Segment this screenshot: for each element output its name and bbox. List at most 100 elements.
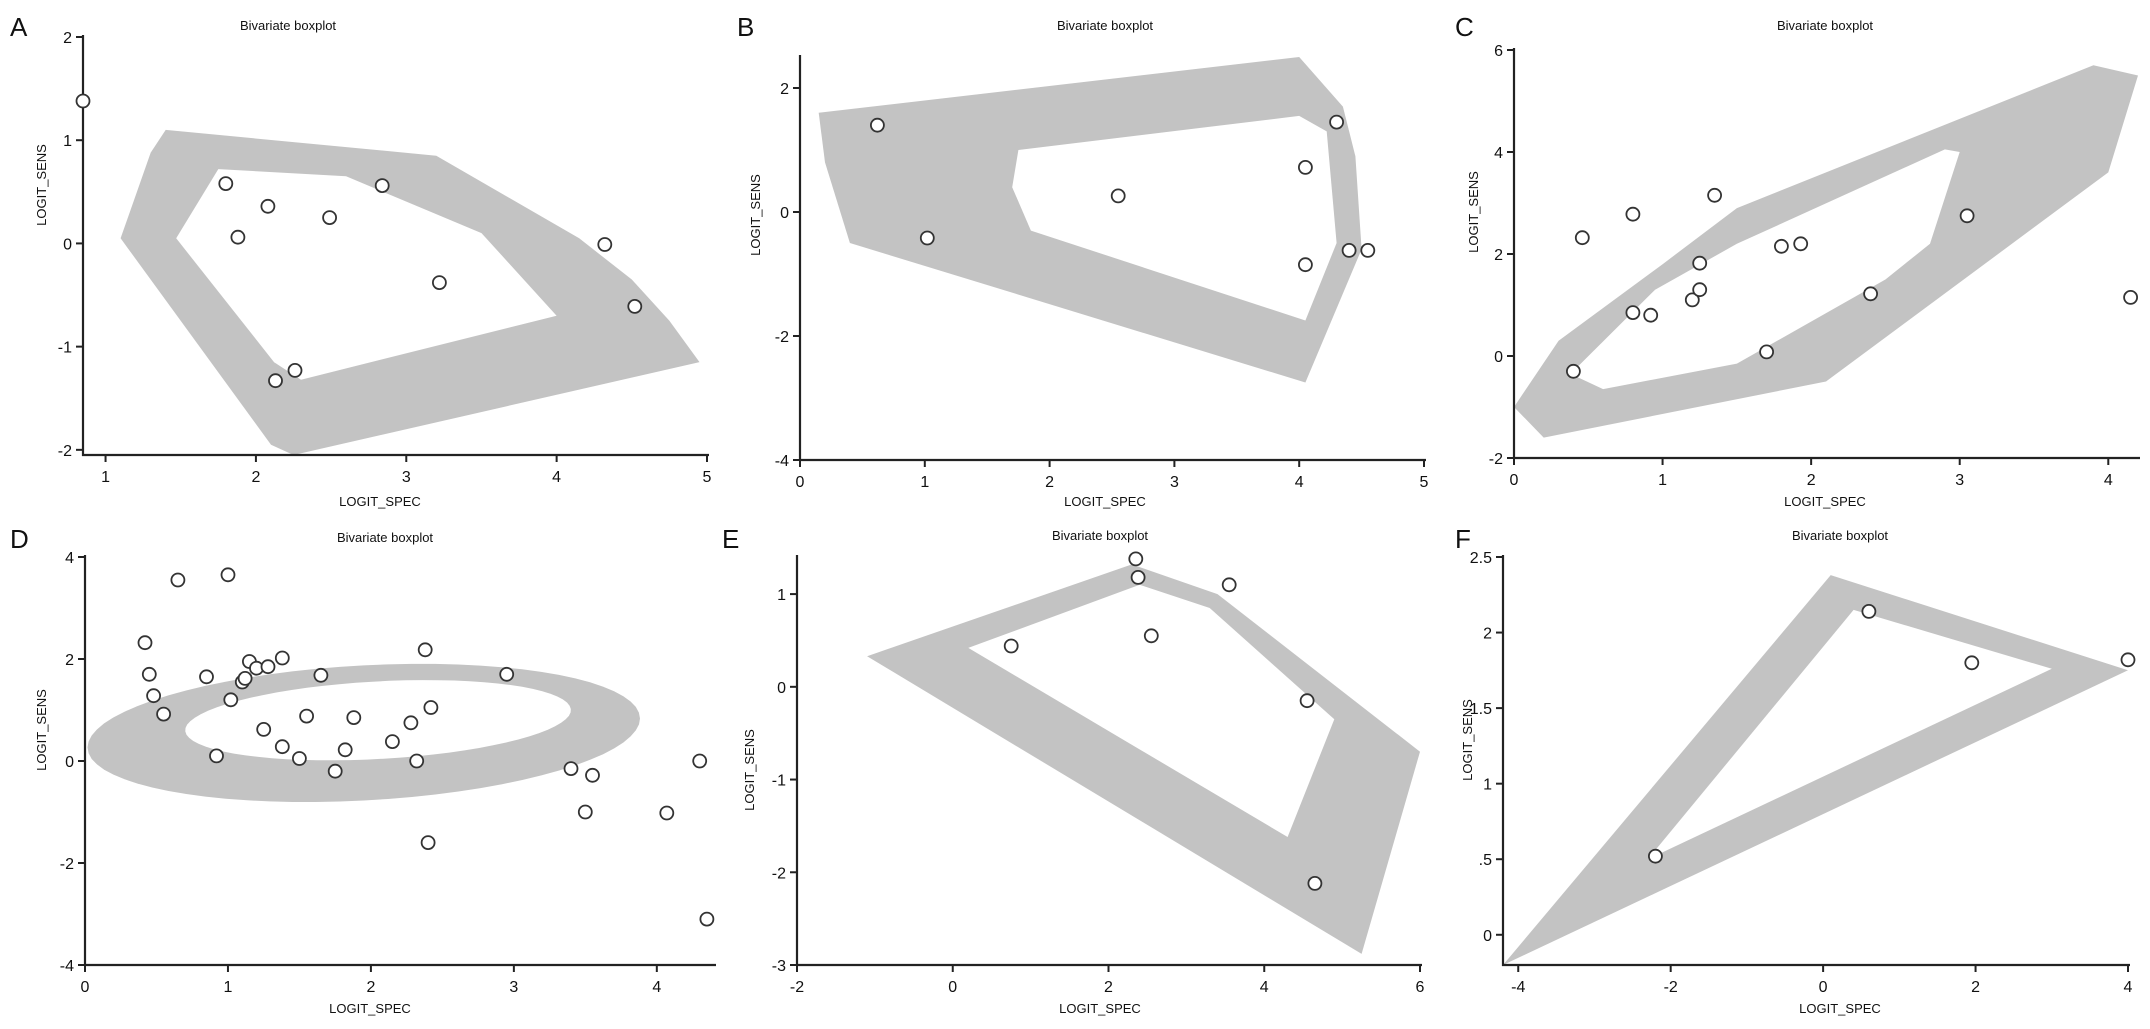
y-tick-label: -2 [775, 329, 789, 346]
x-tick-label: 4 [1295, 474, 1304, 491]
data-point [1684, 292, 1700, 308]
x-tick-label: 1 [101, 469, 110, 486]
x-axis-label: LOGIT_SPEC [1784, 494, 1866, 509]
panel-b: B Bivariate boxplot 0 1 2 3 4 5 -4 -2 0 2 LOGIT_S… [737, 12, 1429, 509]
x-tick-label: 0 [81, 979, 90, 996]
data-point [919, 230, 935, 246]
data-point [1861, 604, 1877, 619]
data-point [274, 650, 290, 666]
x-tick-label: 2 [1971, 979, 1980, 996]
y-tick-label: 2 [1483, 626, 1492, 643]
y-tick-label: 0 [63, 236, 72, 253]
data-point [1128, 551, 1144, 567]
x-tick-label: 5 [703, 469, 712, 486]
data-point [260, 198, 276, 214]
panel-f: F Bivariate boxplot -4 -2 0 2 4 0 .5 1 1.5 2 2.5 L… [1455, 524, 2136, 1016]
data-point [1707, 187, 1722, 203]
x-tick-label: 2 [1104, 979, 1113, 996]
data-point [156, 706, 172, 722]
y-tick-label: 4 [65, 550, 74, 567]
data-point [260, 659, 276, 675]
plot-area: 0 1 2 3 4 5 -4 -2 0 2 [775, 55, 1429, 491]
data-point [403, 715, 419, 731]
data-point [287, 362, 303, 378]
data-point [1566, 363, 1581, 379]
x-tick-label: -2 [1664, 979, 1678, 996]
y-tick-label: 4 [1494, 145, 1503, 162]
data-point [1774, 238, 1789, 254]
x-tick-label: -4 [1511, 979, 1525, 996]
y-axis-label: LOGIT_SENS [742, 729, 757, 811]
data-point [337, 742, 353, 758]
y-tick-label: 2.5 [1470, 550, 1492, 567]
data-point [1298, 159, 1313, 175]
x-tick-label: 3 [1955, 472, 1964, 489]
panel-d: D Bivariate boxplot 0 1 2 3 4 -4 -2 0 2 4 LOGIT_S… [10, 524, 716, 1016]
data-point [220, 567, 236, 583]
plot-area: 1 2 3 4 5 -2 -1 0 1 2 [58, 30, 712, 486]
data-point [699, 911, 715, 927]
data-point [627, 298, 643, 314]
data-point [256, 722, 272, 737]
plot-area: 0 1 2 3 4 -4 -2 0 2 4 [60, 550, 716, 996]
data-point [1143, 628, 1159, 644]
data-point [299, 708, 315, 724]
data-point [431, 275, 447, 291]
data-point [1793, 236, 1809, 252]
y-tick-label: .5 [1479, 852, 1492, 869]
x-tick-label: 3 [402, 469, 411, 486]
y-tick-label: 0 [65, 754, 74, 771]
y-tick-label: -3 [772, 958, 786, 975]
panel-e: E Bivariate boxplot -2 0 2 4 6-3-2-101 LOGIT… [722, 524, 1425, 1016]
y-axis-label: LOGIT_SENS [1466, 171, 1481, 253]
data-point [327, 763, 343, 779]
data-point [274, 739, 290, 755]
data-point [692, 753, 708, 769]
chart-title: Bivariate boxplot [337, 530, 433, 545]
y-axis-label: LOGIT_SENS [34, 689, 49, 771]
x-tick-label: 6 [1416, 979, 1425, 996]
x-axis-label: LOGIT_SPEC [339, 494, 421, 509]
y-tick-label: 1 [1483, 777, 1492, 794]
x-tick-label: 1 [920, 474, 929, 491]
chart-title: Bivariate boxplot [1057, 18, 1153, 33]
data-point [1221, 577, 1237, 593]
data-point [137, 635, 153, 651]
data-point [1648, 848, 1663, 864]
x-tick-label: 4 [652, 979, 661, 996]
y-tick-label: 2 [1494, 247, 1503, 264]
data-point [1643, 307, 1659, 323]
y-tick-label: 2 [780, 81, 789, 98]
data-point [75, 93, 91, 109]
data-point [870, 117, 885, 133]
panel-letter: F [1455, 524, 1471, 554]
data-point [499, 666, 515, 682]
data-point [1307, 876, 1323, 891]
data-point [346, 710, 362, 725]
y-tick-label: 1 [63, 133, 72, 150]
bag-hull [176, 169, 557, 380]
panel-letter: C [1455, 12, 1474, 42]
data-point [1692, 255, 1708, 271]
data-point [417, 642, 433, 658]
data-point [1130, 570, 1146, 585]
data-point [1625, 206, 1641, 222]
chart-title: Bivariate boxplot [1792, 528, 1888, 543]
y-axis-label: LOGIT_SENS [748, 174, 763, 256]
panel-letter: E [722, 524, 739, 554]
bag-hull [1647, 609, 2052, 860]
x-tick-label: 2 [1807, 472, 1816, 489]
y-tick-label: 0 [777, 680, 786, 697]
data-point [1003, 638, 1019, 654]
chart-title: Bivariate boxplot [240, 18, 336, 33]
y-tick-label: 0 [1494, 349, 1503, 366]
y-tick-label: -1 [772, 773, 786, 790]
data-point [2120, 652, 2136, 668]
data-point [423, 700, 439, 715]
x-tick-label: 2 [366, 979, 375, 996]
panel-a: A Bivariate boxplot 1 2 3 4 5 -2 -1 0 1 2 LOGIT_S… [10, 12, 712, 509]
panel-letter: D [10, 524, 29, 554]
data-point [1299, 693, 1315, 709]
x-tick-label: 2 [251, 469, 260, 486]
data-point [1625, 305, 1641, 321]
